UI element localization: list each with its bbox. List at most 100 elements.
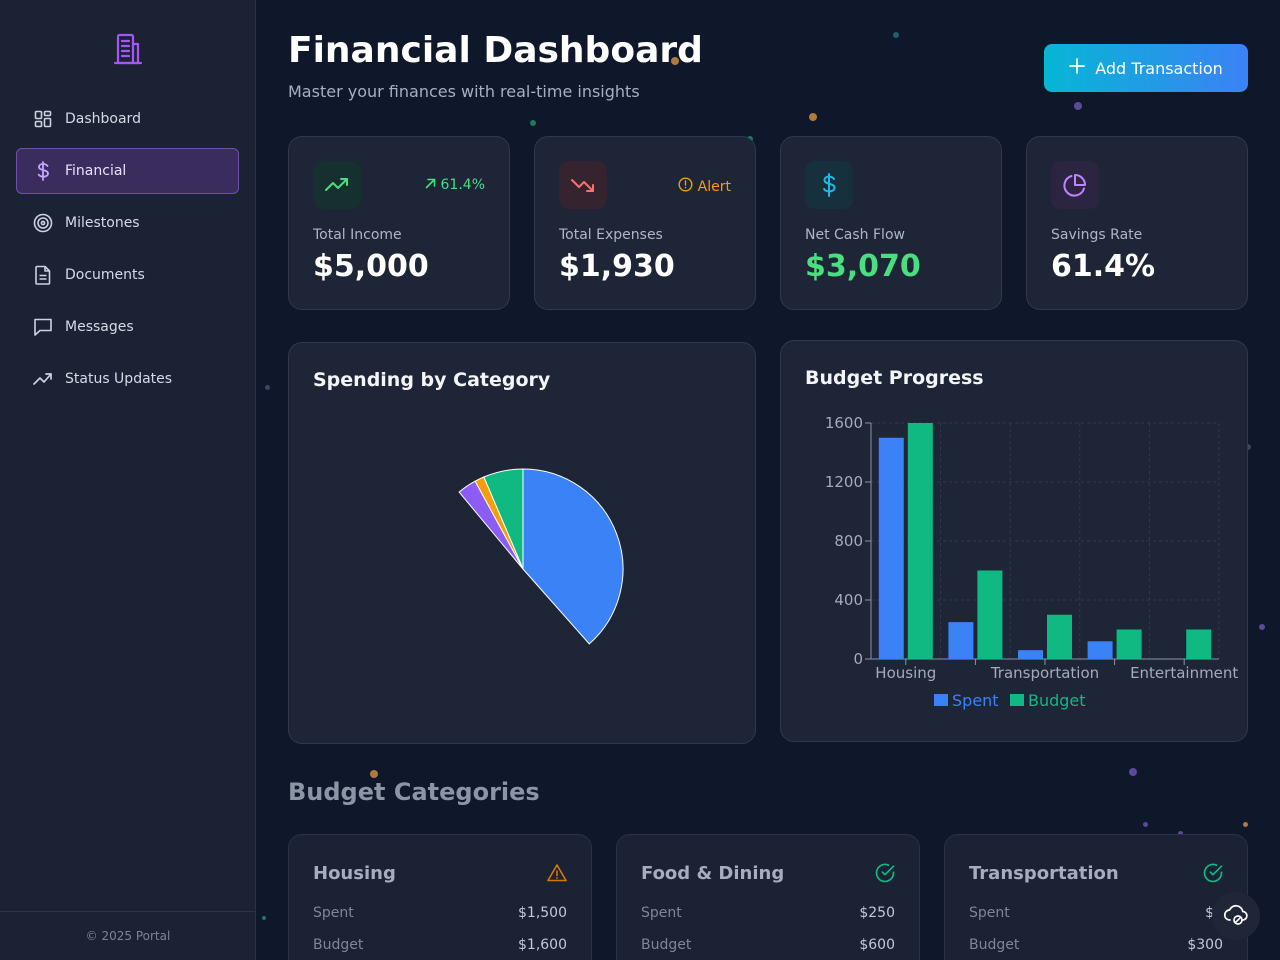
bar-spent[interactable] (948, 622, 974, 659)
category-card-housing[interactable]: Housing Spent $1,500 Budget $1,600 (288, 834, 592, 960)
plus-icon (1069, 58, 1086, 78)
spending-pie-chart (458, 468, 624, 645)
stat-value: $3,070 (805, 249, 921, 284)
particle (265, 385, 270, 390)
cloud-off-icon (1223, 901, 1249, 931)
y-tick-label: 0 (853, 650, 863, 668)
particle (262, 916, 266, 920)
add-transaction-label: Add Transaction (1095, 58, 1223, 78)
particle (530, 120, 536, 126)
sidebar: Dashboard Financial Milestones (0, 0, 256, 960)
alert-circle-icon (678, 177, 693, 196)
bar-spent[interactable] (1018, 650, 1043, 659)
message-icon (33, 317, 53, 337)
sidebar-item-label: Dashboard (65, 111, 141, 127)
trending-icon (33, 369, 53, 389)
bar-budget[interactable] (977, 570, 1003, 660)
particle (1074, 102, 1082, 110)
pie-slice[interactable] (458, 480, 524, 570)
x-tick-label: Housing (875, 664, 936, 682)
bar-spent[interactable] (878, 437, 904, 659)
particle (1129, 768, 1137, 776)
sidebar-item-documents[interactable]: Documents (16, 252, 239, 298)
sidebar-item-label: Status Updates (65, 371, 173, 387)
legend-swatch (1010, 694, 1024, 706)
sidebar-item-dashboard[interactable]: Dashboard (16, 96, 239, 142)
y-tick-label: 800 (834, 532, 863, 550)
sidebar-item-milestones[interactable]: Milestones (16, 200, 239, 246)
category-name: Housing (313, 863, 396, 884)
stat-card-total-income: 61.4% Total Income $5,000 (288, 136, 510, 310)
sidebar-item-label: Financial (65, 163, 127, 179)
warning-icon (547, 863, 569, 885)
connection-toggle-button[interactable] (1212, 892, 1260, 940)
sidebar-item-label: Documents (65, 267, 145, 283)
legend-label: Budget (1028, 691, 1086, 710)
document-icon (33, 265, 53, 285)
budget-categories-title: Budget Categories (288, 778, 540, 806)
category-spent-row: Spent $1,500 (313, 905, 567, 921)
category-card-transportation[interactable]: Transportation Spent $6 Budget $300 (944, 834, 1248, 960)
category-card-food-dining[interactable]: Food & Dining Spent $250 Budget $600 (616, 834, 920, 960)
pie-chart-icon (1051, 161, 1099, 209)
spent-value: $1,500 (518, 905, 567, 921)
stat-label: Total Income (313, 227, 402, 243)
stat-value: $5,000 (313, 249, 429, 284)
particle (809, 113, 817, 121)
stat-label: Total Expenses (559, 227, 663, 243)
legend-label: Spent (952, 691, 999, 710)
legend-swatch (934, 694, 948, 706)
category-budget-row: Budget $1,600 (313, 937, 567, 953)
stat-value: 61.4% (1051, 249, 1156, 284)
sidebar-item-financial[interactable]: Financial (16, 148, 239, 194)
x-tick-label: Entertainment (1130, 664, 1238, 682)
dollar-icon (33, 161, 53, 181)
budget-value: $1,600 (518, 937, 567, 953)
building-icon[interactable] (112, 32, 144, 66)
add-transaction-button[interactable]: Add Transaction (1044, 44, 1248, 92)
particle (370, 770, 378, 778)
grid-icon (33, 109, 53, 129)
sidebar-item-status-updates[interactable]: Status Updates (16, 356, 239, 402)
particle (1245, 444, 1251, 450)
bar-budget[interactable] (1116, 629, 1142, 660)
bar-spent[interactable] (1087, 641, 1113, 659)
particle (1178, 831, 1183, 836)
budget-label: Budget (641, 937, 692, 953)
sidebar-item-label: Messages (65, 319, 134, 335)
trending-down-icon (559, 161, 607, 209)
y-tick-label: 400 (834, 591, 863, 609)
stat-label: Savings Rate (1051, 227, 1143, 243)
bar-budget[interactable] (1186, 629, 1212, 660)
budget-label: Budget (969, 937, 1020, 953)
budget-value: $600 (859, 937, 895, 953)
budget-progress-panel: Budget Progress 0 400 800 1200 1600 Housing Tr… (780, 340, 1248, 742)
bar-budget[interactable] (1047, 614, 1072, 659)
page-title: Financial Dashboard (288, 30, 703, 71)
sidebar-item-messages[interactable]: Messages (16, 304, 239, 350)
category-name: Transportation (969, 863, 1119, 884)
spending-panel: Spending by Category (288, 342, 756, 744)
arrow-up-right-icon (425, 177, 436, 193)
stat-badge-text: 61.4% (440, 177, 485, 193)
sidebar-item-label: Milestones (65, 215, 140, 231)
budget-bar-chart: 0 400 800 1200 1600 Housing Transportation Ente… (825, 414, 1239, 710)
bar-budget[interactable] (907, 423, 933, 659)
dollar-icon (805, 161, 853, 209)
chart-legend: Spent Budget (934, 691, 1086, 710)
stat-card-total-expenses: Alert Total Expenses $1,930 (534, 136, 756, 310)
pie-slice[interactable] (522, 468, 624, 645)
spent-label: Spent (313, 905, 354, 921)
stat-card-net-cash-flow: Net Cash Flow $3,070 (780, 136, 1002, 310)
budget-value: $300 (1187, 937, 1223, 953)
stat-badge-text: Alert (697, 178, 731, 195)
sidebar-nav: Dashboard Financial Milestones (16, 96, 239, 408)
x-tick-label: Transportation (990, 664, 1099, 682)
spent-label: Spent (969, 905, 1010, 921)
y-tick-label: 1200 (825, 473, 863, 491)
spent-value: $250 (859, 905, 895, 921)
stat-badge: Alert (678, 177, 731, 196)
budget-progress-title: Budget Progress (805, 367, 984, 389)
spent-label: Spent (641, 905, 682, 921)
trending-up-icon (313, 161, 361, 209)
